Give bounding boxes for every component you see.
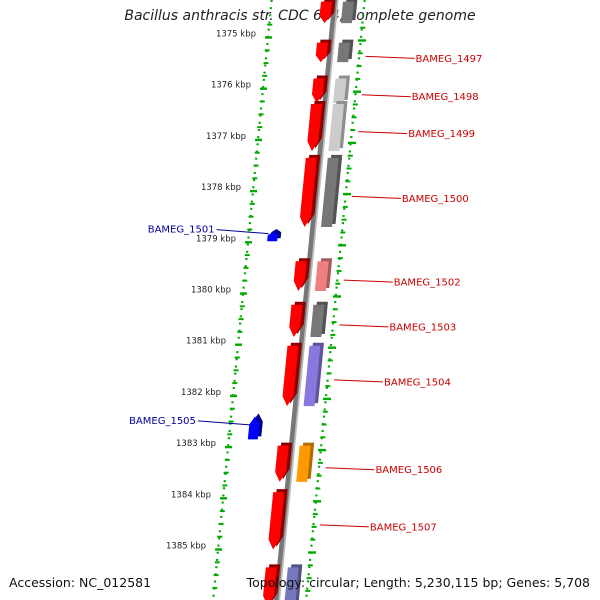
gene-arrow xyxy=(315,39,332,63)
gene-arrow-face xyxy=(300,157,317,227)
gene-arrow-face xyxy=(289,304,303,338)
genome-summary-text: Topology: circular; Length: 5,230,115 bp… xyxy=(246,575,590,590)
ruler-tick-label: 1375 kbp xyxy=(216,30,256,40)
gene-label: BAMEG_1502 xyxy=(394,278,461,289)
gene-label-leader xyxy=(365,55,415,59)
gene-label-leader xyxy=(197,420,250,426)
gene-arrow xyxy=(263,564,281,600)
gene-arrow-face xyxy=(307,104,323,152)
gene-arrow xyxy=(289,301,306,338)
gene-arrow xyxy=(282,342,302,407)
gene-label-leader xyxy=(325,467,375,471)
gene-labels: BAMEG_1497 BAMEG_1498 BAMEG_1499 BAMEG_1500… xyxy=(129,54,482,533)
gene-label-leader xyxy=(351,195,401,199)
gene-arrow xyxy=(311,75,329,104)
cog-box xyxy=(284,567,299,600)
gene-arrow-face xyxy=(311,78,325,104)
gene-arrow xyxy=(319,0,336,24)
gene-label-leader xyxy=(216,229,269,235)
gene-arrow-face xyxy=(282,345,299,407)
gene-arrow-face xyxy=(268,492,285,550)
gene-label: BAMEG_1506 xyxy=(375,465,442,476)
ruler-tick-label: 1382 kbp xyxy=(181,388,221,398)
cog-box xyxy=(296,445,311,482)
cog-box xyxy=(303,345,321,407)
cog-box xyxy=(314,261,329,291)
ruler-tick-label: 1377 kbp xyxy=(206,132,246,142)
gene-label-leader xyxy=(333,379,384,383)
gene-label: BAMEG_1505 xyxy=(129,416,196,427)
gene-label: BAMEG_1499 xyxy=(408,129,475,140)
gene-label: BAMEG_1497 xyxy=(416,54,483,65)
ruler-tick-label: 1383 kbp xyxy=(176,439,216,449)
gene-arrow-reverse xyxy=(267,229,282,242)
ruler-ticks: 1375 kbp 1376 kbp 1377 kbp 1378 kbp 1379 kbp… xyxy=(166,23,366,592)
cog-box xyxy=(328,104,345,152)
gene-label: BAMEG_1507 xyxy=(370,522,437,533)
gene-label-leader xyxy=(319,524,369,528)
gene-arrow xyxy=(300,154,321,227)
gene-arrow-face xyxy=(263,567,277,600)
gene-label: BAMEG_1504 xyxy=(384,377,451,388)
gene-label: BAMEG_1500 xyxy=(402,194,469,205)
ruler-tick-label: 1380 kbp xyxy=(191,286,231,296)
ruler-tick-label: 1381 kbp xyxy=(186,337,226,347)
cog-track xyxy=(284,0,358,600)
gene-arrow xyxy=(275,442,293,482)
gene-label-leader xyxy=(343,279,393,283)
map-title: Bacillus anthracis str. CDC 684, complet… xyxy=(124,8,476,24)
gene-label: BAMEG_1501 xyxy=(148,225,215,236)
ruler-tick-label: 1376 kbp xyxy=(211,81,251,91)
gene-arrow-face xyxy=(293,261,307,291)
gene-track xyxy=(247,0,336,600)
gene-arrow-face xyxy=(319,1,332,24)
accession-text: Accession: NC_012581 xyxy=(9,575,152,590)
gene-label-leader xyxy=(339,324,389,328)
gene-arrow-reverse xyxy=(247,413,263,440)
gene-label: BAMEG_1498 xyxy=(412,92,479,103)
ruler-tick-label: 1379 kbp xyxy=(196,234,236,244)
ruler-tick-label: 1384 kbp xyxy=(171,490,211,500)
gene-arrow xyxy=(268,489,288,550)
gene-arrow-face xyxy=(275,445,289,482)
cog-box xyxy=(310,304,325,338)
gene-label-leader xyxy=(361,94,411,98)
ruler-tick-label: 1378 kbp xyxy=(201,183,241,193)
cog-box xyxy=(321,157,339,227)
gene-arrow-face xyxy=(315,42,329,63)
gene-label: BAMEG_1503 xyxy=(389,322,456,333)
cog-box xyxy=(333,78,347,104)
gene-arrow xyxy=(293,258,311,291)
cog-box xyxy=(340,1,354,24)
gene-arrow-face xyxy=(267,232,278,242)
ruler-tick-label: 1385 kbp xyxy=(166,542,206,552)
gene-arrow-face xyxy=(247,416,260,440)
gene-label-leader xyxy=(358,131,408,135)
gene-arrow xyxy=(307,101,326,152)
cog-box xyxy=(337,42,351,63)
